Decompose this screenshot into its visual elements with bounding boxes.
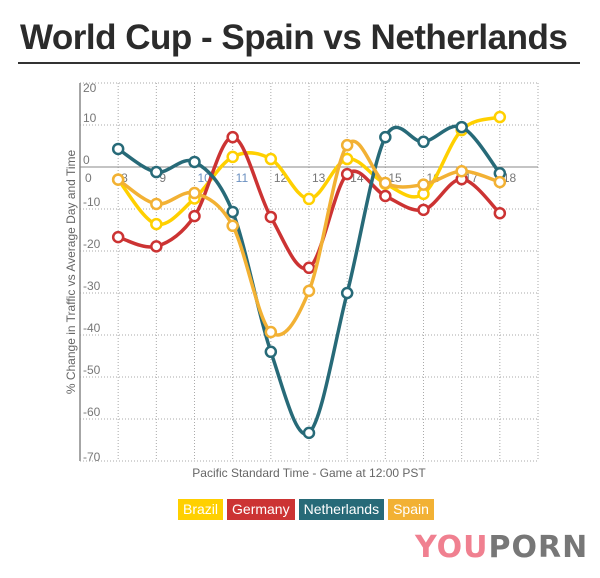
data-point-spain — [111, 173, 125, 186]
data-point-germany — [493, 206, 507, 220]
x-tick-label: 0 — [85, 171, 92, 185]
x-axis-label: Pacific Standard Time - Game at 12:00 PS… — [192, 466, 426, 480]
data-point-netherlands — [150, 165, 163, 179]
data-point-spain — [188, 186, 201, 200]
data-point-spain — [493, 175, 507, 189]
data-point-netherlands — [417, 135, 430, 149]
data-point-spain — [264, 325, 278, 339]
y-tick-label: -60 — [83, 405, 101, 419]
legend-germany[interactable]: Germany — [227, 499, 295, 520]
chart-title: World Cup - Spain vs Netherlands — [20, 18, 568, 57]
data-point-germany — [226, 130, 239, 144]
x-tick-label: 13 — [312, 171, 326, 185]
data-point-netherlands — [264, 345, 278, 359]
data-point-spain — [455, 164, 468, 178]
logo-you: YOU — [415, 530, 489, 565]
logo-porn: PORN — [488, 530, 589, 565]
y-tick-label: 0 — [83, 153, 90, 167]
data-point-spain — [302, 284, 316, 298]
data-point-spain — [417, 178, 430, 191]
data-point-spain — [340, 138, 354, 152]
data-point-brazil — [226, 150, 239, 164]
x-tick-label: 11 — [236, 171, 249, 185]
legend-spain[interactable]: Spain — [388, 499, 434, 520]
data-point-germany — [188, 209, 201, 223]
y-tick-label: -20 — [83, 237, 101, 251]
data-point-netherlands — [340, 286, 354, 300]
data-point-germany — [150, 240, 163, 253]
data-point-germany — [340, 167, 354, 181]
data-point-netherlands — [455, 120, 468, 134]
data-point-brazil — [302, 192, 316, 206]
legend-brazil[interactable]: Brazil — [178, 499, 224, 520]
y-tick-label: -70 — [83, 450, 101, 464]
data-point-netherlands — [226, 205, 239, 219]
data-point-spain — [150, 197, 163, 211]
data-point-netherlands — [111, 142, 125, 156]
y-axis-label: % Change in Traffic vs Average Day and T… — [64, 150, 78, 395]
data-point-brazil — [493, 110, 507, 124]
y-tick-label: -50 — [83, 363, 101, 377]
data-point-spain — [226, 219, 239, 233]
data-point-brazil — [264, 152, 278, 166]
data-point-netherlands — [379, 130, 392, 144]
data-point-spain — [379, 176, 392, 190]
data-point-germany — [417, 203, 430, 217]
youporn-logo: YOUPORN — [415, 530, 588, 565]
x-tick-label: 15 — [388, 171, 402, 185]
series-line-netherlands — [116, 124, 502, 436]
data-point-brazil — [150, 217, 163, 231]
data-point-germany — [302, 261, 316, 275]
data-point-germany — [111, 230, 125, 244]
title-underline — [18, 62, 580, 64]
data-point-netherlands — [302, 426, 316, 440]
y-tick-label: -30 — [83, 279, 101, 293]
y-tick-label: 20 — [83, 81, 97, 95]
x-tick-label: 18 — [503, 171, 517, 185]
data-point-netherlands — [188, 155, 201, 169]
y-tick-label: -40 — [83, 321, 101, 335]
legend-netherlands[interactable]: Netherlands — [298, 499, 385, 520]
data-point-germany — [379, 189, 392, 203]
y-tick-label: 10 — [83, 111, 97, 125]
y-tick-label: -10 — [83, 195, 101, 209]
legend: Brazil Germany Netherlands Spain — [178, 499, 434, 520]
x-tick-label: 8 — [121, 171, 128, 185]
series-lines — [111, 110, 507, 440]
x-tick-label: 9 — [159, 171, 166, 185]
data-point-germany — [264, 210, 278, 224]
